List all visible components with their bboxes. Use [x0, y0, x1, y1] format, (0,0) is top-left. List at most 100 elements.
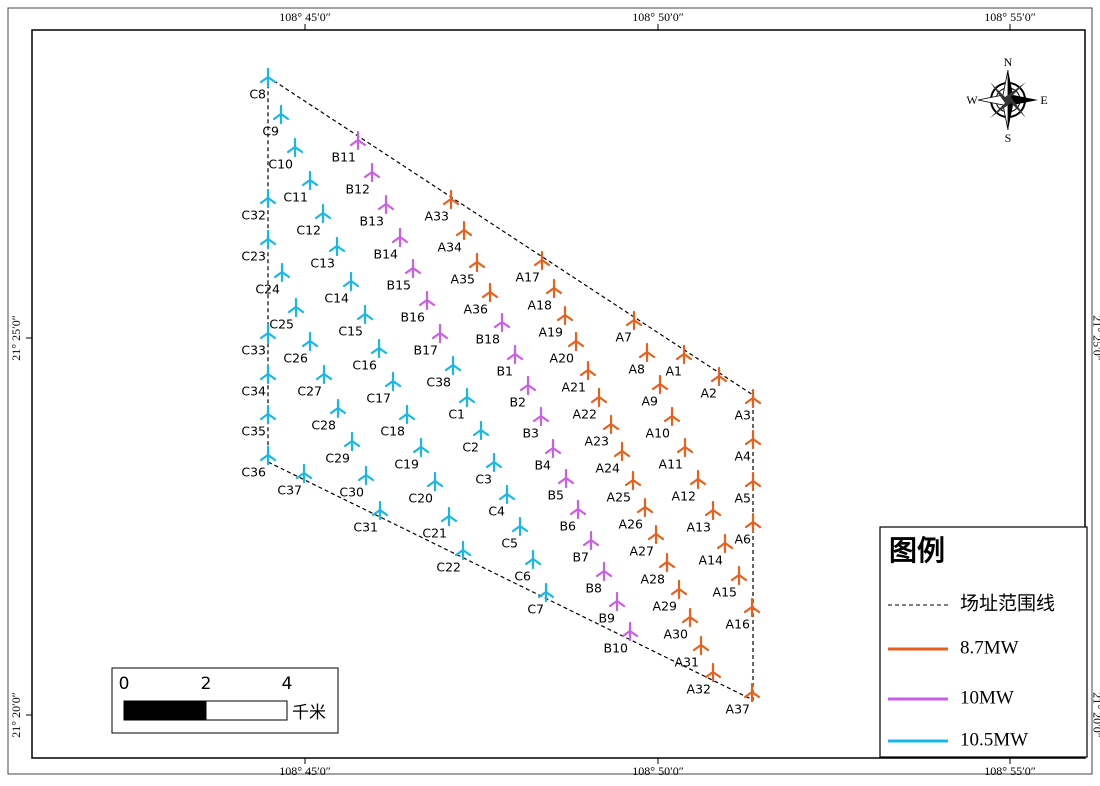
turbine-icon [582, 530, 600, 551]
turbine [481, 282, 499, 303]
turbine [651, 374, 669, 395]
turbine-label: A31 [675, 655, 699, 670]
turbine-icon [498, 484, 516, 505]
turbine-label: C9 [262, 124, 279, 139]
turbine [524, 549, 542, 570]
turbine-icon [704, 662, 722, 683]
turbine-icon [349, 130, 367, 151]
turbine-icon [579, 360, 597, 381]
turbine [704, 662, 722, 683]
turbine-label: B11 [332, 150, 356, 165]
turbine-icon [468, 252, 486, 273]
turbine-icon [259, 229, 277, 250]
turbine-icon [545, 278, 563, 299]
turbine-icon [384, 371, 402, 392]
turbine [328, 236, 346, 257]
turbine [444, 355, 462, 376]
turbine [744, 471, 762, 492]
turbine-label: A13 [687, 520, 711, 535]
turbine-icon [544, 438, 562, 459]
lon-label: 108° 55′0″ [984, 764, 1035, 778]
turbine-icon [481, 282, 499, 303]
lat-label: 21° 20′0″ [9, 692, 23, 737]
legend-label: 场址范围线 [960, 592, 1055, 614]
turbine-icon [328, 236, 346, 257]
turbine [590, 387, 608, 408]
legend-label: 10.5MW [960, 729, 1028, 750]
turbine [458, 387, 476, 408]
lon-label: 108° 45′0″ [279, 764, 330, 778]
turbine [556, 305, 574, 326]
turbine [455, 220, 473, 241]
turbine-label: A26 [619, 517, 644, 532]
turbine-label: A9 [641, 394, 658, 409]
turbine-label: C25 [269, 317, 294, 332]
turbine-label: C17 [366, 391, 391, 406]
turbine [398, 404, 416, 425]
turbine-icon [458, 387, 476, 408]
graticule: 108° 45′0″ 108° 50′0″ 108° 55′0″ 108° 45… [9, 10, 1100, 778]
turbine-icon [647, 524, 665, 545]
turbine [602, 414, 620, 435]
turbine-label: C27 [297, 384, 322, 399]
turbine [675, 344, 693, 365]
turbine-icon [259, 67, 277, 88]
turbine [638, 342, 656, 363]
turbine-label: C29 [325, 451, 350, 466]
turbine [636, 497, 654, 518]
turbine [273, 262, 291, 283]
turbine [743, 597, 761, 618]
turbine-label: A4 [734, 449, 751, 464]
turbine [272, 104, 290, 125]
turbine [259, 404, 277, 425]
turbine-label: C36 [241, 465, 266, 480]
turbine-icon [511, 516, 529, 537]
lon-label: 108° 50′0″ [632, 10, 683, 24]
turbine [342, 271, 360, 292]
turbine [545, 278, 563, 299]
turbine-label: A22 [573, 407, 597, 422]
compass-w: W [966, 93, 978, 107]
turbine-icon [315, 364, 333, 385]
turbine-icon [472, 420, 490, 441]
turbine-icon [651, 374, 669, 395]
turbine-label: C12 [296, 223, 321, 238]
turbine-icon [557, 468, 575, 489]
turbine [743, 682, 761, 703]
turbine-label: C35 [241, 424, 266, 439]
turbine-label: A18 [528, 298, 553, 313]
turbine-label: A35 [451, 272, 475, 287]
turbine [440, 506, 458, 527]
turbine [259, 445, 277, 466]
turbine-label: C8 [249, 87, 266, 102]
turbine [567, 331, 585, 352]
scale-tick: 0 [119, 674, 130, 694]
turbine [595, 561, 613, 582]
turbine [663, 406, 681, 427]
turbine-icon [295, 463, 313, 484]
turbine [357, 465, 375, 486]
turbines: A1 A2 A3 A4 A5 A6 A7 A8 A9 A10 A11 A12 A13 A14 A15 A16 A… [241, 67, 762, 717]
turbine-icon [426, 471, 444, 492]
turbine-icon [485, 452, 503, 473]
turbine [621, 621, 639, 642]
turbine-icon [404, 258, 422, 279]
turbine-icon [624, 470, 642, 491]
turbine-icon [273, 262, 291, 283]
turbine-icon [692, 635, 710, 656]
turbine-icon [744, 512, 762, 533]
turbine [295, 463, 313, 484]
turbine-label: C19 [394, 457, 419, 472]
turbine [468, 252, 486, 273]
turbine-label: B17 [414, 343, 438, 358]
turbine-icon [537, 582, 555, 603]
scale-bar: 0 2 4 千米 [111, 667, 339, 734]
turbine-label: C14 [324, 291, 349, 306]
turbine-icon [286, 137, 304, 158]
turbine-icon [590, 387, 608, 408]
turbine-icon [532, 406, 550, 427]
turbine-icon [371, 500, 389, 521]
turbine-label: C7 [527, 602, 544, 617]
turbine-label: A25 [607, 490, 631, 505]
